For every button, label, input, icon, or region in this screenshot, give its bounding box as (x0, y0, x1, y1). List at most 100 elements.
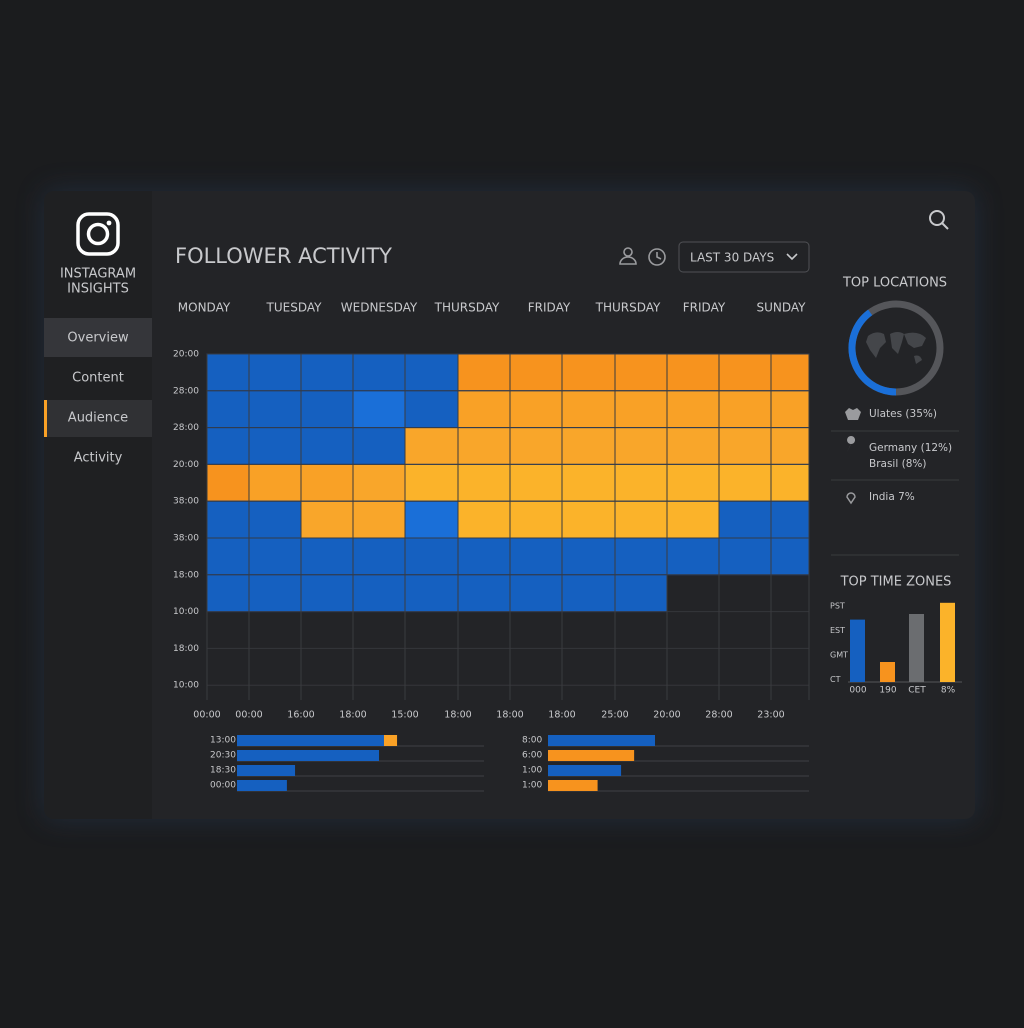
nav-item[interactable]: Content (72, 371, 124, 386)
heat-cell (248, 500, 302, 539)
heat-cell (457, 500, 511, 539)
heat-cell (206, 463, 250, 502)
row-label: 18:00 (173, 644, 199, 654)
row-label: 28:00 (173, 423, 199, 433)
range-label: LAST 30 DAYS (690, 251, 774, 265)
heat-cell (206, 390, 250, 429)
day-label: MONDAY (178, 301, 231, 315)
bar (548, 780, 598, 791)
heat-cell (206, 353, 250, 392)
heat-cell (404, 537, 459, 576)
heat-cell (300, 427, 354, 465)
heat-cell (718, 427, 772, 465)
heat-cell (206, 427, 250, 465)
heat-cell (457, 353, 511, 392)
col-label: 18:00 (496, 710, 523, 721)
heat-cell (561, 500, 616, 539)
heat-cell (770, 537, 810, 576)
col-label: 23:00 (757, 710, 784, 721)
nav-audience-bg (44, 400, 152, 437)
nav-item[interactable]: Activity (74, 451, 123, 466)
heat-cell (300, 537, 354, 576)
heat-cell (300, 353, 354, 392)
heat-cell (509, 353, 563, 392)
pin-icon (846, 492, 856, 505)
heat-cell (718, 463, 772, 502)
tz-title: TOP TIME ZONES (840, 575, 952, 590)
row-label: 20:00 (173, 460, 199, 470)
heat-cell (404, 353, 459, 392)
col-label: 18:00 (444, 710, 471, 721)
heat-cell (718, 353, 772, 392)
tz-bar (909, 614, 924, 682)
heat-cell (666, 537, 720, 576)
nav-active (44, 318, 152, 357)
instagram-logo (76, 212, 120, 256)
col-label: 18:00 (339, 710, 366, 721)
range-select[interactable] (678, 241, 810, 273)
heat-cell (770, 390, 810, 429)
heat-cell (352, 427, 406, 465)
bar (237, 750, 380, 761)
location: Brasil (8%) (869, 458, 926, 470)
heat-cell (206, 574, 250, 613)
heat-cell (404, 427, 459, 465)
heat-cell (352, 463, 406, 502)
heat-cell (248, 574, 302, 613)
heat-cell (614, 390, 668, 429)
search-icon[interactable] (929, 210, 949, 230)
tz-col-label: 8% (941, 686, 956, 696)
bar-label: 6:00 (522, 751, 542, 761)
bar (237, 765, 296, 776)
loc-icon (847, 436, 856, 452)
location: Ulates (35%) (869, 408, 937, 420)
heat-cell (300, 390, 354, 429)
bar-label: 1:00 (522, 781, 542, 791)
row-label: 20:00 (173, 350, 199, 360)
heat-cell (248, 353, 302, 392)
tz-row-label: GMT (830, 651, 848, 660)
heat-cell (614, 574, 668, 613)
bar (383, 735, 398, 746)
heat-cell (614, 353, 668, 392)
nav-indicator (44, 400, 47, 437)
heat-cell (561, 574, 616, 613)
heat-cell (770, 463, 810, 502)
bar-label: 20:30 (210, 751, 236, 761)
tz-col-label: 190 (879, 686, 896, 696)
heat-cell (614, 427, 668, 465)
heat-cell (248, 390, 302, 429)
day-label: FRIDAY (528, 301, 571, 315)
locations-title: TOP LOCATIONS (842, 276, 947, 291)
heat-cell (206, 500, 250, 539)
heat-cell (718, 500, 772, 539)
heat-cell (718, 537, 772, 576)
heat-cell (666, 353, 720, 392)
heat-cell (561, 537, 616, 576)
heat-cell (300, 500, 354, 539)
location: India 7% (869, 491, 915, 503)
heat-cell (352, 537, 406, 576)
heat-cell (404, 574, 459, 613)
heat-cell (248, 463, 302, 502)
day-label: SUNDAY (756, 301, 806, 315)
bar-label: 18:30 (210, 766, 236, 776)
heat-cell (614, 463, 668, 502)
row-label: 10:00 (173, 607, 199, 617)
row-label: 38:00 (173, 497, 199, 507)
location: Germany (12%) (869, 442, 952, 454)
ring-arc (848, 309, 897, 396)
nav-item[interactable]: Audience (68, 411, 128, 426)
heat-cell (457, 390, 511, 429)
heat-cell (666, 427, 720, 465)
heat-cell (561, 463, 616, 502)
row-label: 28:00 (173, 386, 199, 396)
row-label: 18:00 (173, 570, 199, 580)
nav-item[interactable]: Overview (67, 331, 129, 346)
heat-cell (770, 427, 810, 465)
bar (548, 750, 635, 761)
bar (237, 735, 384, 746)
heat-cell (248, 537, 302, 576)
clock-icon (648, 248, 666, 266)
heat-cell (561, 353, 616, 392)
